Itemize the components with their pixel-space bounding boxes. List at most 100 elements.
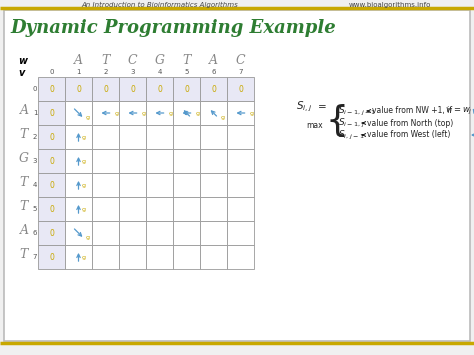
Bar <box>200 101 227 125</box>
Bar <box>65 173 92 197</box>
Bar <box>227 77 254 101</box>
Bar <box>173 173 200 197</box>
Text: T: T <box>20 176 28 190</box>
Text: $S_{i-1,\,j-1}$: $S_{i-1,\,j-1}$ <box>338 104 376 118</box>
Bar <box>227 173 254 197</box>
Text: $v_i = w_j$: $v_i = w_j$ <box>445 105 473 116</box>
Bar <box>200 149 227 173</box>
Bar <box>146 125 173 149</box>
Bar <box>227 245 254 269</box>
Bar <box>119 149 146 173</box>
Text: A: A <box>209 54 218 66</box>
Bar <box>92 101 119 125</box>
Bar <box>92 77 119 101</box>
Bar <box>38 221 65 245</box>
Bar <box>38 101 65 125</box>
Text: 0: 0 <box>49 180 54 190</box>
Bar <box>146 77 173 101</box>
Bar <box>38 197 65 221</box>
Text: 0: 0 <box>103 84 108 93</box>
Text: A: A <box>19 104 28 118</box>
Text: 0: 0 <box>157 84 162 93</box>
Text: C: C <box>236 54 246 66</box>
Text: value from West (left): value from West (left) <box>367 131 450 140</box>
Bar <box>146 221 173 245</box>
Text: 0: 0 <box>49 132 54 142</box>
Text: 0: 0 <box>49 69 54 75</box>
Text: g: g <box>82 158 85 164</box>
Bar <box>146 101 173 125</box>
Bar <box>119 125 146 149</box>
Text: 7: 7 <box>238 69 243 75</box>
Bar <box>173 101 200 125</box>
Text: 1: 1 <box>76 69 81 75</box>
Bar <box>200 173 227 197</box>
Text: $S_{i,\,j-1}$: $S_{i,\,j-1}$ <box>338 129 365 142</box>
Text: T: T <box>20 201 28 213</box>
Text: $S_{i-1,\,j}$: $S_{i-1,\,j}$ <box>338 116 365 130</box>
Text: 5: 5 <box>184 69 189 75</box>
Text: max: max <box>306 120 323 130</box>
Bar <box>227 101 254 125</box>
Bar <box>227 197 254 221</box>
Text: 3: 3 <box>130 69 135 75</box>
Text: {: { <box>326 104 349 138</box>
Text: g: g <box>195 110 200 115</box>
Text: T: T <box>20 248 28 262</box>
Text: 0: 0 <box>211 84 216 93</box>
Text: g: g <box>82 182 85 187</box>
Bar <box>92 125 119 149</box>
Bar <box>38 245 65 269</box>
Text: 0: 0 <box>238 84 243 93</box>
Bar <box>119 101 146 125</box>
Text: value from North (top): value from North (top) <box>367 119 453 127</box>
Bar <box>92 221 119 245</box>
Text: T: T <box>182 54 191 66</box>
Bar <box>146 149 173 173</box>
Text: g: g <box>249 110 254 115</box>
Text: g: g <box>85 115 90 120</box>
Bar <box>119 173 146 197</box>
Text: 6: 6 <box>33 230 37 236</box>
Bar <box>38 77 65 101</box>
Text: 0: 0 <box>49 229 54 237</box>
Text: A: A <box>19 224 28 237</box>
Text: w: w <box>18 56 27 66</box>
Bar <box>119 221 146 245</box>
Bar <box>38 149 65 173</box>
Bar <box>227 221 254 245</box>
Text: www.bioalgorithms.info: www.bioalgorithms.info <box>349 2 431 8</box>
Bar <box>65 125 92 149</box>
Text: =: = <box>318 102 327 112</box>
Bar <box>146 245 173 269</box>
Bar <box>65 77 92 101</box>
Bar <box>65 245 92 269</box>
Text: A: A <box>74 54 83 66</box>
Text: value from NW +1, if: value from NW +1, if <box>372 106 452 115</box>
Text: G: G <box>155 54 164 66</box>
Text: g: g <box>82 255 85 260</box>
Text: 0: 0 <box>49 157 54 165</box>
Text: T: T <box>20 129 28 142</box>
Text: 0: 0 <box>130 84 135 93</box>
Text: 6: 6 <box>211 69 216 75</box>
Text: 2: 2 <box>103 69 108 75</box>
Text: 0: 0 <box>49 204 54 213</box>
Text: 2: 2 <box>33 134 37 140</box>
Bar <box>200 197 227 221</box>
Bar <box>65 197 92 221</box>
Bar <box>173 77 200 101</box>
Text: 0: 0 <box>184 84 189 93</box>
Bar <box>146 173 173 197</box>
Bar <box>200 125 227 149</box>
Bar <box>173 245 200 269</box>
Text: 4: 4 <box>33 182 37 188</box>
Text: Dynamic Programming Example: Dynamic Programming Example <box>10 19 336 37</box>
Text: g: g <box>82 135 85 140</box>
Text: 5: 5 <box>33 206 37 212</box>
Text: 0: 0 <box>49 252 54 262</box>
Text: C: C <box>128 54 137 66</box>
Text: G: G <box>19 153 29 165</box>
Text: 3: 3 <box>33 158 37 164</box>
Bar <box>92 197 119 221</box>
